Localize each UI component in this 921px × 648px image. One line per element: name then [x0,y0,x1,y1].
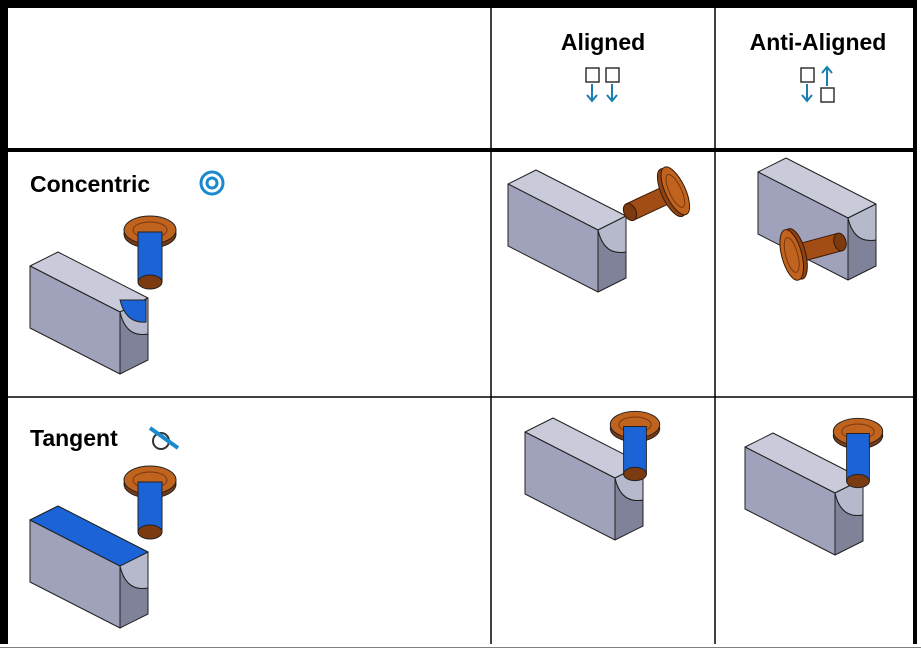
concentric-setup [29,215,177,375]
aligned-icon [585,67,620,103]
anti-aligned-tangent-result [744,432,864,556]
row-label: Concentric [30,171,150,197]
row-label: Tangent [30,425,118,451]
tangent-setup [28,465,177,629]
tangent-icon [148,426,180,450]
anti-aligned-icon [800,65,835,103]
anti-aligned-result [757,157,877,281]
column-header: Anti-Aligned [750,29,887,55]
concentric-icon [199,170,225,196]
column-header: Aligned [561,29,645,55]
aligned-result [507,169,627,293]
